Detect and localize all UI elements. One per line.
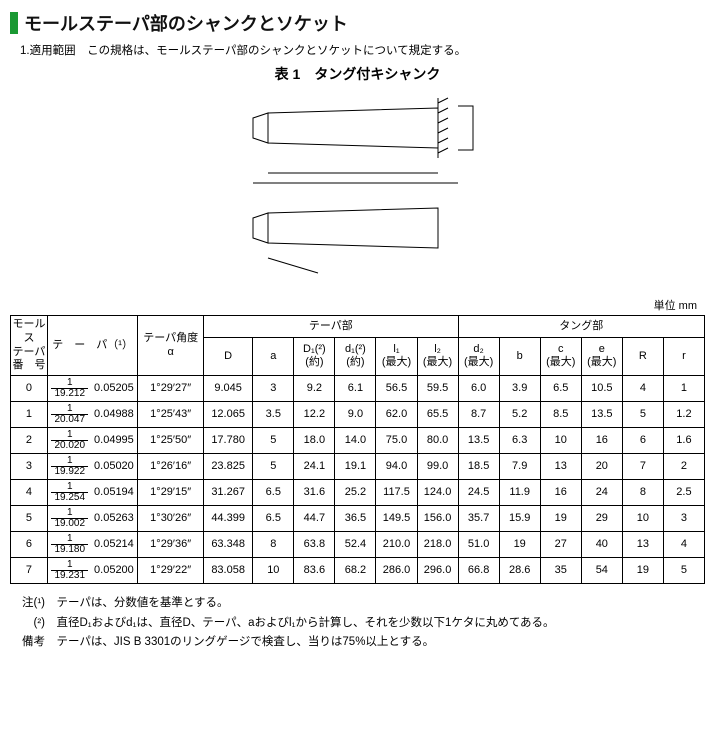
scope-text: 1.適用範囲 この規格は、モールステーパ部のシャンクとソケットについて規定する。 xyxy=(20,42,705,58)
th-a: a xyxy=(253,337,294,375)
table-row: 4119.2540.051941°29′15″31.2676.531.625.2… xyxy=(11,480,705,506)
table-row: 0119.2120.052051°29′27″9.04539.26.156.55… xyxy=(11,376,705,402)
th-l2: l₂(最大) xyxy=(417,337,458,375)
notes: 注(¹) テーパは、分数値を基準とする。 (²) 直径D₁およびd₁は、直径D、… xyxy=(22,594,693,653)
th-angle: テーパ角度α xyxy=(138,316,204,376)
th-taper: テ ー パ（¹） xyxy=(47,316,137,376)
table-row: 3119.9220.050201°26′16″23.825524.119.194… xyxy=(11,454,705,480)
note-1: 注(¹) テーパは、分数値を基準とする。 xyxy=(22,594,693,614)
diagram xyxy=(10,88,705,291)
th-number: モールステーパ番 号 xyxy=(11,316,48,376)
th-R: R xyxy=(622,337,663,375)
th-l1: l₁(最大) xyxy=(376,337,417,375)
table-row: 7119.2310.052001°29′22″83.0581083.668.22… xyxy=(11,558,705,584)
morse-taper-table: モールステーパ番 号 テ ー パ（¹） テーパ角度α テーパ部 タング部 D a… xyxy=(10,315,705,584)
table-title: 表 1 タング付キシャンク xyxy=(10,64,705,84)
th-tang-part: タング部 xyxy=(458,316,704,338)
th-r: r xyxy=(663,337,704,375)
th-D1: D₁(²)(約) xyxy=(294,337,335,375)
th-d2: d₂(最大) xyxy=(458,337,499,375)
th-taper-part: テーパ部 xyxy=(204,316,459,338)
th-e: e(最大) xyxy=(581,337,622,375)
page-title: モールステーパ部のシャンクとソケット xyxy=(24,10,348,36)
note-2: (²) 直径D₁およびd₁は、直径D、テーパ、aおよびl₁から計算し、それを少数… xyxy=(22,614,693,634)
th-b: b xyxy=(499,337,540,375)
table-row: 5119.0020.052631°30′26″44.3996.544.736.5… xyxy=(11,506,705,532)
th-d1: d₁(²)(約) xyxy=(335,337,376,375)
table-row: 1120.0470.049881°25′43″12.0653.512.29.06… xyxy=(11,402,705,428)
title-accent xyxy=(10,12,18,34)
page-title-bar: モールステーパ部のシャンクとソケット xyxy=(10,10,705,36)
th-c: c(最大) xyxy=(540,337,581,375)
table-row: 6119.1800.052141°29′36″63.348863.852.421… xyxy=(11,532,705,558)
th-D: D xyxy=(204,337,253,375)
unit-label: 単位 mm xyxy=(10,297,697,313)
table-row: 2120.0200.049951°25′50″17.780518.014.075… xyxy=(11,428,705,454)
note-3: 備考 テーパは、JIS B 3301のリングゲージで検査し、当りは75%以上とす… xyxy=(22,633,693,653)
